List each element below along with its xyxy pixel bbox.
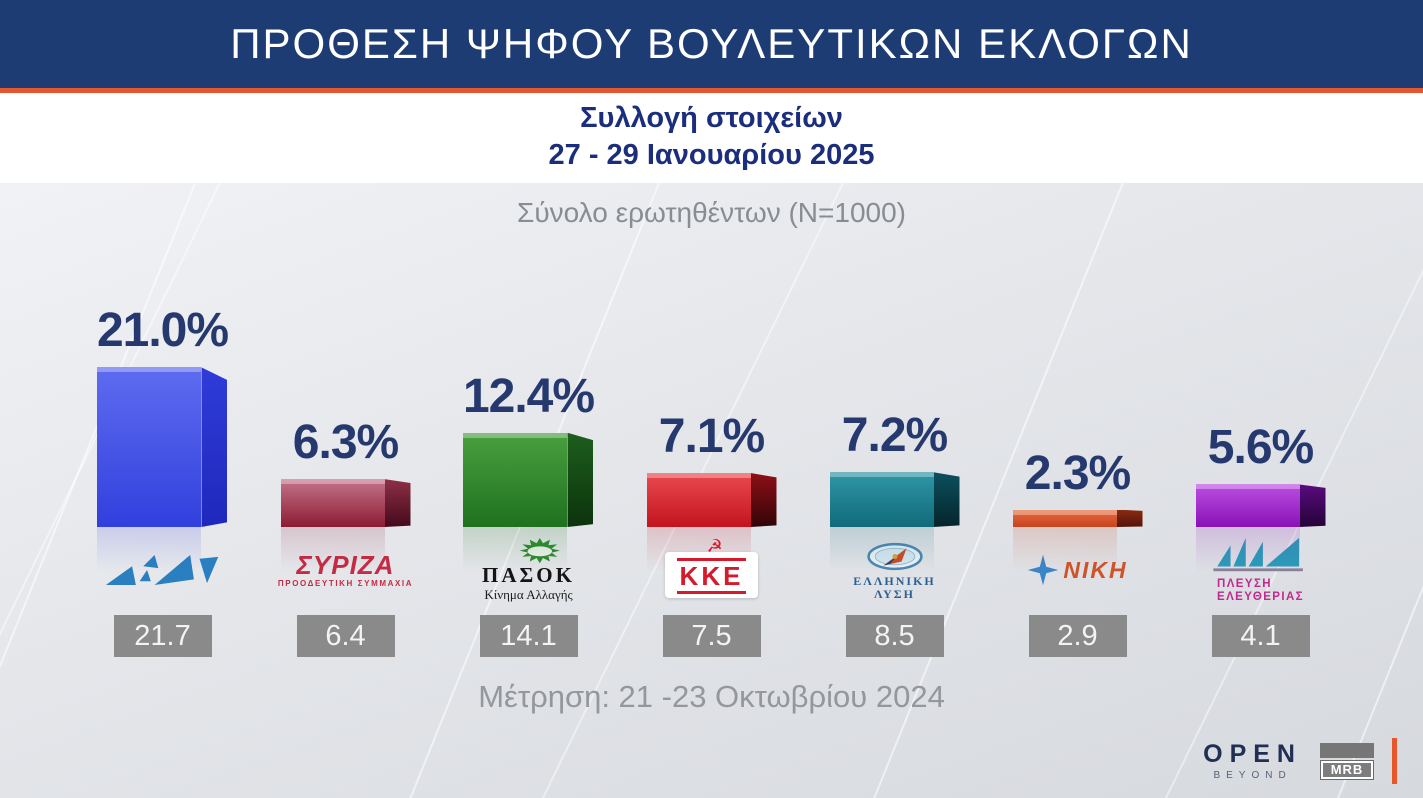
niki-wordmark: ΝΙΚΗ (1063, 557, 1127, 584)
party-column-plefsi: 5.6% (1169, 231, 1352, 657)
party-logo-elliniki-lysi: ΕΛΛΗΝΙΚΗ ΛΥΣΗ (803, 527, 986, 613)
bar-pasok (463, 432, 594, 571)
percent-label-nd: 21.0% (96, 304, 229, 358)
open-channel-logo: OPEN BEYOND (1203, 739, 1302, 781)
bar-syriza (280, 479, 411, 571)
percent-label-kke: 7.1% (658, 410, 765, 464)
party-logo-nd (71, 527, 254, 613)
party-logo-niki: ΝΙΚΗ (986, 527, 1169, 613)
footer-logos: OPEN BEYOND MRB (1203, 738, 1397, 784)
syriza-subtitle: ΠΡΟΟΔΕΥΤΙΚΗ ΣΥΜΜΑΧΙΑ (277, 579, 414, 588)
plefsi-line2: ΕΛΕΥΘΕΡΙΑΣ (1217, 591, 1304, 603)
bar-nd (97, 367, 228, 571)
party-column-elliniki-lysi: 7.2% ΕΛΛΗΝΙΚΗ ΛΥΣΗ (803, 231, 986, 657)
percent-label-syriza: 6.3% (292, 416, 399, 470)
party-logo-plefsi: ΠΛΕΥΣΗ ΕΛΕΥΘΕΡΙΑΣ (1169, 527, 1352, 613)
plefsi-line1: ΠΛΕΥΣΗ (1217, 578, 1272, 590)
party-column-syriza: 6.3% ΣΥΡΙΖΑ ΠΡΟΟΔΕΥΤΙΚΗ ΣΥΜΜΑΧΙΑ 6.4 (254, 231, 437, 657)
percent-label-pasok: 12.4% (462, 369, 595, 423)
party-column-niki: 2.3% ΝΙΚΗ 2.9 (986, 231, 1169, 657)
previous-value-pasok: 14.1 (479, 615, 578, 657)
compass-icon (866, 542, 923, 570)
party-column-pasok: 12.4% ΠΑΣΟΚ Κίνημα Αλλαγής 14.1 (437, 231, 620, 657)
bar-niki (1012, 509, 1143, 571)
sample-size-note: Σύνολο ερωτηθέντων (N=1000) (517, 197, 906, 228)
subtitle-band: Συλλογή στοιχείων 27 - 29 Ιανουαρίου 202… (0, 93, 1423, 183)
bar-elliniki-lysi (829, 472, 960, 571)
previous-value-syriza: 6.4 (296, 615, 395, 657)
pasok-sun-icon (519, 537, 560, 563)
mrb-logo: MRB (1320, 742, 1374, 780)
bars-row: 21.0% 2 (0, 231, 1423, 657)
subtitle-line2: 27 - 29 Ιανουαρίου 2025 (548, 139, 875, 171)
mrb-wordmark: MRB (1320, 759, 1374, 780)
party-logo-kke: ☭ ΚΚΕ (620, 527, 803, 613)
elliniki-lysi-line1: ΕΛΛΗΝΙΚΗ (853, 573, 936, 588)
previous-value-kke: 7.5 (662, 615, 761, 657)
party-column-nd: 21.0% 2 (71, 231, 254, 657)
hammer-sickle-icon: ☭ (706, 536, 723, 556)
nd-logo-icon (105, 555, 218, 585)
bar-plefsi (1195, 484, 1326, 571)
page-title: ΠΡΟΘΕΣΗ ΨΗΦΟΥ ΒΟΥΛΕΥΤΙΚΩΝ ΕΚΛΟΓΩΝ (230, 20, 1193, 67)
party-column-kke: 7.1% ☭ ΚΚΕ 7.5 (620, 231, 803, 657)
niki-star-icon (1028, 554, 1059, 586)
party-logo-pasok: ΠΑΣΟΚ Κίνημα Αλλαγής (437, 527, 620, 613)
previous-value-nd: 21.7 (113, 615, 212, 657)
orange-divider (1392, 738, 1397, 784)
open-beyond-label: BEYOND (1213, 769, 1292, 781)
percent-label-niki: 2.3% (1024, 446, 1131, 500)
previous-value-niki: 2.9 (1028, 615, 1127, 657)
chart-area: Σύνολο ερωτηθέντων (N=1000) 21.0% (0, 183, 1423, 798)
pasok-subtitle: Κίνημα Αλλαγής (484, 586, 573, 602)
party-logo-syriza: ΣΥΡΙΖΑ ΠΡΟΟΔΕΥΤΙΚΗ ΣΥΜΜΑΧΙΑ (254, 527, 437, 613)
percent-label-plefsi: 5.6% (1207, 421, 1314, 475)
previous-measurement-note: Μέτρηση: 21 -23 Οκτωβρίου 2024 (478, 679, 945, 714)
sailboat-icon (1212, 537, 1303, 572)
pasok-wordmark: ΠΑΣΟΚ (482, 562, 575, 587)
subtitle-line1: Συλλογή στοιχείων (580, 102, 843, 134)
bar-kke (646, 473, 777, 571)
previous-value-elliniki-lysi: 8.5 (845, 615, 944, 657)
elliniki-lysi-line2: ΛΥΣΗ (874, 586, 915, 601)
open-wordmark: OPEN (1203, 739, 1302, 768)
mrb-flag-icon (1320, 742, 1374, 758)
kke-wordmark: ΚΚΕ (676, 558, 747, 594)
title-bar: ΠΡΟΘΕΣΗ ΨΗΦΟΥ ΒΟΥΛΕΥΤΙΚΩΝ ΕΚΛΟΓΩΝ (0, 0, 1423, 93)
syriza-wordmark: ΣΥΡΙΖΑ (297, 552, 395, 578)
previous-value-plefsi: 4.1 (1211, 615, 1310, 657)
percent-label-elliniki-lysi: 7.2% (841, 409, 948, 463)
